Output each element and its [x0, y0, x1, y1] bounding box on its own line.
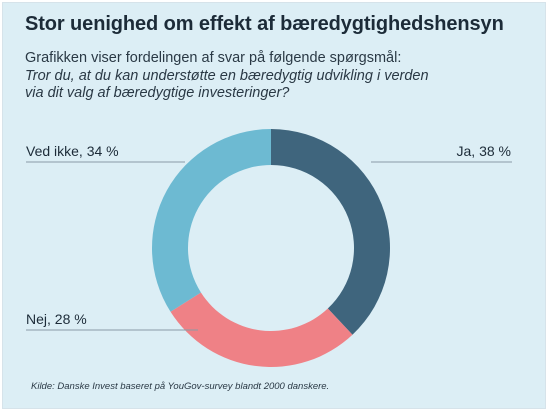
donut-slices: [151, 129, 390, 368]
question-line-1: Tror du, at du kan understøtte en bæredy…: [25, 67, 429, 84]
donut-slice-ved-ikke: [151, 129, 271, 312]
slice-label-ja: Ja, 38 %: [457, 143, 511, 159]
subtitle-text: Grafikken viser fordelingen af svar på f…: [25, 50, 402, 66]
chart-subtitle: Grafikken viser fordelingen af svar på f…: [25, 50, 429, 103]
slice-label-nej: Nej, 28 %: [26, 311, 87, 327]
slice-labels: Ja, 38 % Nej, 28 % Ved ikke, 34 %: [26, 143, 511, 327]
leader-lines: [26, 161, 512, 331]
donut-slice-ja: [271, 129, 390, 335]
slice-label-ved-ikke: Ved ikke, 34 %: [26, 143, 119, 159]
source-note: Kilde: Danske Invest baseret på YouGov-s…: [31, 381, 330, 392]
chart-title: Stor uenighed om effekt af bæredygtighed…: [25, 13, 504, 35]
question-line-2: via dit valg af bæredygtige investeringe…: [25, 85, 290, 101]
donut-slice-nej: [170, 292, 353, 368]
